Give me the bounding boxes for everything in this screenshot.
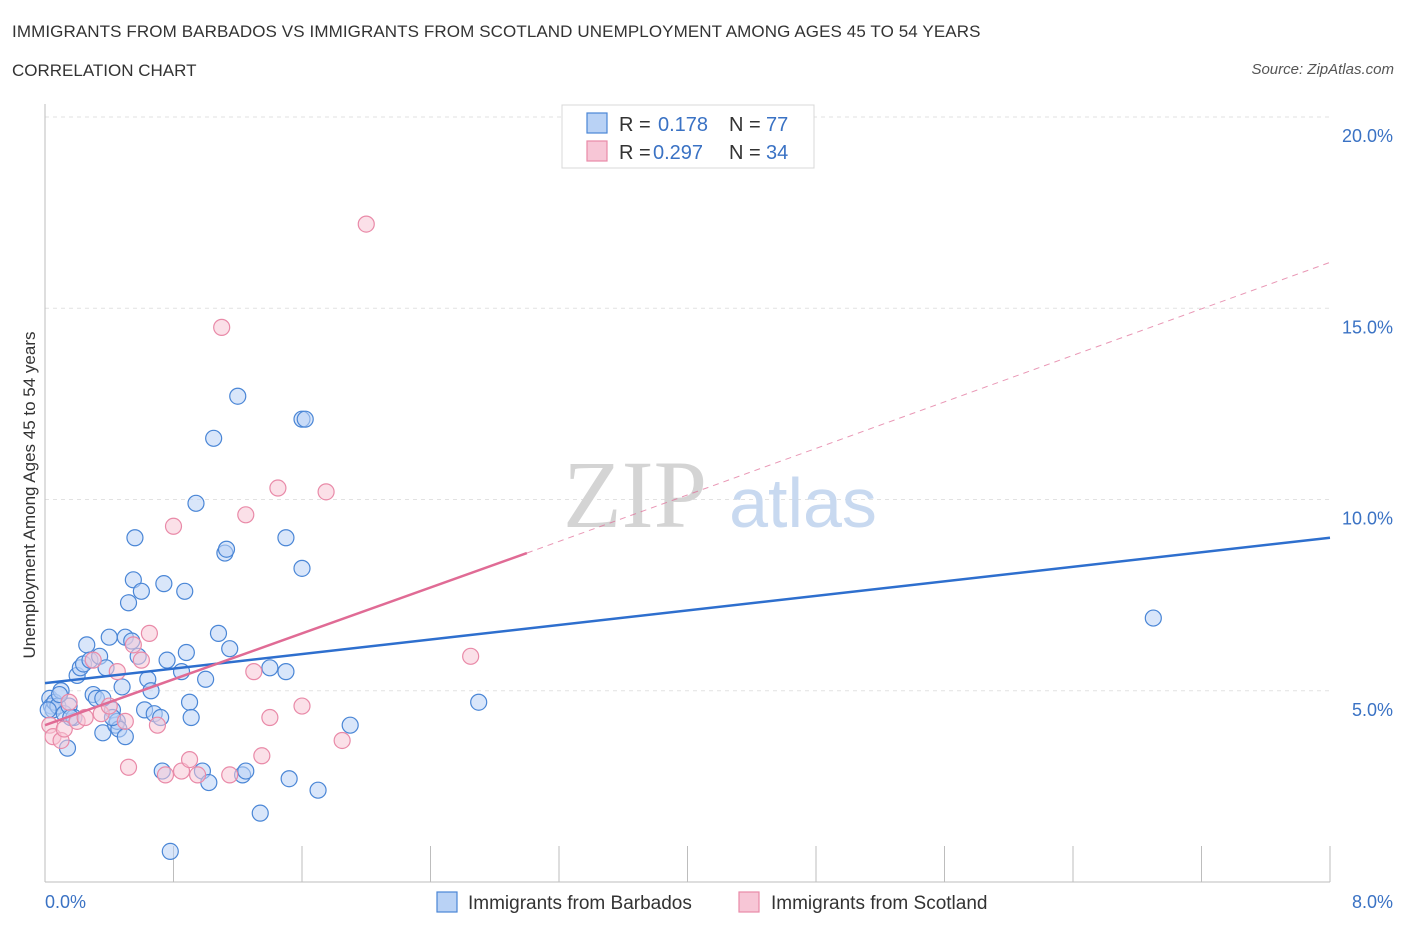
point-barbados-28 <box>119 594 138 612</box>
point-barbados-20 <box>100 628 118 646</box>
point-barbados-13 <box>78 636 96 654</box>
legend-n-label-barbados: N = <box>729 114 761 136</box>
point-scotland-22 <box>213 318 231 336</box>
y-tick-label-1: 10.0% <box>1342 509 1393 529</box>
legend-r-value-barbados: 0.178 <box>658 114 708 136</box>
y-tick-label-0: 5.0% <box>1352 700 1393 720</box>
legend-n-value-scotland: 34 <box>766 142 788 164</box>
point-barbados-31 <box>126 529 144 547</box>
point-barbados-33 <box>132 582 150 600</box>
point-scotland-30 <box>317 483 335 501</box>
point-barbados-42 <box>161 842 179 861</box>
point-scotland-23 <box>221 766 239 784</box>
bottom-legend-label-barbados: Immigrants from Barbados <box>468 893 692 914</box>
point-barbados-52 <box>205 429 223 447</box>
point-scotland-31 <box>333 731 351 750</box>
point-scotland-12 <box>119 758 138 776</box>
point-scotland-11 <box>116 712 134 730</box>
legend-r-label-barbados: R = <box>619 114 651 136</box>
correlation-legend: R = 0.178 N = 77 R = 0.297 N = 34 <box>561 104 815 169</box>
y-tick-label-3: 20.0% <box>1342 126 1393 146</box>
point-barbados-40 <box>155 575 173 593</box>
point-barbados-41 <box>158 651 176 669</box>
legend-r-label-scotland: R = <box>619 142 651 164</box>
point-barbados-59 <box>237 762 255 780</box>
point-scotland-21 <box>188 766 207 784</box>
point-scotland-32 <box>357 215 375 233</box>
watermark-atlas: atlas <box>729 464 877 542</box>
chart-subtitle: CORRELATION CHART <box>12 61 197 80</box>
point-scotland-26 <box>253 747 271 765</box>
watermark-zip: ZIP <box>563 441 707 548</box>
point-scotland-18 <box>164 517 183 535</box>
point-scotland-29 <box>293 697 311 715</box>
point-scotland-3 <box>55 720 73 738</box>
point-barbados-60 <box>251 804 269 822</box>
point-scotland-33 <box>462 647 480 665</box>
point-barbados-68 <box>309 781 327 799</box>
legend-r-value-scotland: 0.297 <box>653 142 703 164</box>
bottom-legend-swatch-barbados <box>436 891 458 913</box>
point-barbados-18 <box>94 724 112 742</box>
legend-swatch-barbados <box>586 112 608 134</box>
point-barbados-44 <box>176 582 194 600</box>
point-barbados-67 <box>296 410 314 428</box>
trend-lines <box>44 261 1331 727</box>
point-scotland-24 <box>237 506 255 524</box>
axes <box>44 104 1331 883</box>
point-barbados-61 <box>261 659 279 677</box>
point-scotland-27 <box>261 708 279 727</box>
point-barbados-25 <box>113 678 131 696</box>
point-barbados-50 <box>197 670 215 688</box>
point-barbados-46 <box>180 693 199 711</box>
point-barbados-71 <box>1144 609 1162 627</box>
point-barbados-47 <box>182 708 200 727</box>
legend-swatch-scotland <box>586 140 608 162</box>
y-tick-label-2: 15.0% <box>1342 317 1393 337</box>
point-scotland-20 <box>180 750 199 769</box>
bottom-legend-swatch-scotland <box>738 891 760 913</box>
y-axis-title: Unemployment Among Ages 45 to 54 years <box>20 332 39 659</box>
point-scotland-14 <box>132 651 150 669</box>
point-scotland-7 <box>84 651 102 669</box>
point-barbados-65 <box>293 559 311 577</box>
trend-line-scotland <box>44 551 528 727</box>
y-tick-labels: 5.0% 10.0% 15.0% 20.0% <box>1342 126 1393 720</box>
point-barbados-55 <box>217 540 236 558</box>
point-barbados-70 <box>470 693 488 711</box>
point-barbados-63 <box>277 529 295 547</box>
point-barbados-64 <box>280 770 298 788</box>
point-barbados-26 <box>116 728 134 746</box>
legend-n-label-scotland: N = <box>729 142 761 164</box>
point-barbados-45 <box>177 643 195 662</box>
point-scotland-13 <box>124 636 142 654</box>
legend-n-value-barbados: 77 <box>766 114 788 136</box>
point-barbados-56 <box>221 640 239 658</box>
x-tick-label-max: 8.0% <box>1352 892 1393 912</box>
point-barbados-57 <box>229 387 247 405</box>
point-scotland-10 <box>108 663 126 681</box>
point-barbados-69 <box>341 716 359 734</box>
trend-line-barbados <box>44 536 1331 685</box>
bottom-legend-label-scotland: Immigrants from Scotland <box>771 893 987 914</box>
source-credit: Source: ZipAtlas.com <box>1251 61 1394 78</box>
point-scotland-28 <box>269 479 287 497</box>
watermark: ZIP atlas <box>563 441 877 548</box>
x-tick-label-min: 0.0% <box>45 892 86 912</box>
point-scotland-16 <box>148 716 167 734</box>
series-scotland-points <box>41 215 480 784</box>
chart-title: IMMIGRANTS FROM BARBADOS VS IMMIGRANTS F… <box>12 22 981 41</box>
point-barbados-48 <box>187 494 205 512</box>
point-scotland-4 <box>60 693 78 711</box>
point-scotland-17 <box>156 766 175 784</box>
point-barbados-62 <box>277 663 295 681</box>
series-legend: Immigrants from Barbados Immigrants from… <box>436 891 987 914</box>
point-barbados-53 <box>209 624 228 642</box>
point-barbados-72 <box>39 701 57 719</box>
point-scotland-15 <box>140 624 159 642</box>
point-scotland-25 <box>245 663 263 681</box>
